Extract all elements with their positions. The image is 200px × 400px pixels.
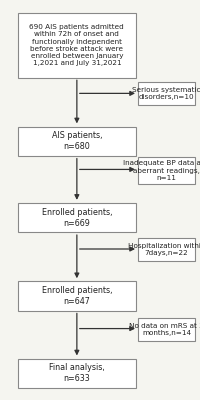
Text: Hospitalization within
7days,n=22: Hospitalization within 7days,n=22 xyxy=(127,243,200,256)
Text: Serious systematic
disorders,n=10: Serious systematic disorders,n=10 xyxy=(132,87,200,100)
Bar xyxy=(18,13,135,78)
Text: No data on mRS at 3
months,n=14: No data on mRS at 3 months,n=14 xyxy=(128,323,200,336)
Bar xyxy=(18,281,135,311)
Text: Enrolled patients,
n=647: Enrolled patients, n=647 xyxy=(41,286,112,306)
Text: Enrolled patients,
n=669: Enrolled patients, n=669 xyxy=(41,208,112,228)
Bar xyxy=(18,358,135,388)
Bar xyxy=(137,318,194,341)
Text: 690 AIS patients admitted
within 72h of onset and
functionally independent
befor: 690 AIS patients admitted within 72h of … xyxy=(29,24,124,66)
Text: Final analysis,
n=633: Final analysis, n=633 xyxy=(49,363,104,383)
Text: Inadequate BP data and
aberrant readings,
n=11: Inadequate BP data and aberrant readings… xyxy=(122,160,200,181)
Bar xyxy=(137,238,194,261)
Bar xyxy=(137,82,194,105)
Bar xyxy=(18,126,135,156)
Text: AIS patients,
n=680: AIS patients, n=680 xyxy=(51,131,102,151)
Bar xyxy=(137,157,194,184)
Bar xyxy=(18,203,135,232)
